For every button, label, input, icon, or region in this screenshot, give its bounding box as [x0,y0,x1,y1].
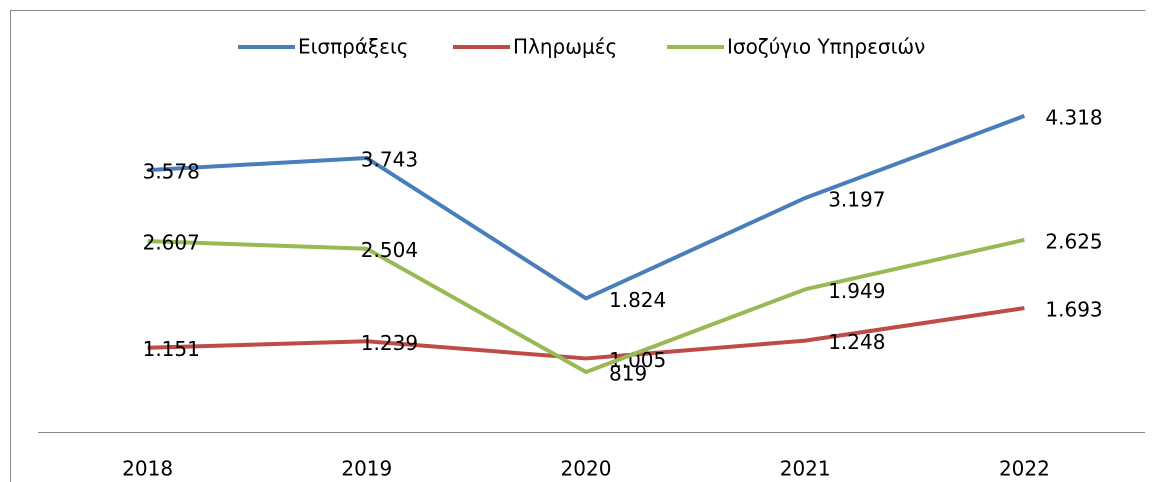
data-label: 2.607 [143,231,200,255]
data-label: 3.578 [143,160,200,184]
data-label: 1.949 [828,279,885,303]
data-label: 3.197 [828,187,885,211]
data-label: 1.151 [143,337,200,361]
data-label: 2.625 [1045,229,1102,253]
x-tick-label: 2020 [561,457,612,481]
x-tick-label: 2022 [999,457,1050,481]
series-line [147,114,1026,301]
data-label: 1.693 [1045,298,1102,322]
legend-label: Εισπράξεις [298,35,408,59]
data-label: 2.504 [361,238,418,262]
data-label: 1.239 [361,331,418,355]
data-label: 819 [609,362,647,386]
series-line [147,237,1025,375]
x-tick-label: 2019 [341,457,392,481]
x-tick-label: 2021 [780,457,831,481]
chart-frame [10,10,1146,482]
data-label: 3.743 [361,148,418,172]
x-tick-label: 2018 [122,457,173,481]
data-label: 4.318 [1045,105,1102,129]
legend-label: Ισοζύγιο Υπηρεσιών [727,35,925,59]
series-line [147,306,1025,361]
data-label: 1.824 [609,288,666,312]
legend-label: Πληρωμές [513,35,617,59]
data-label: 1.248 [828,330,885,354]
